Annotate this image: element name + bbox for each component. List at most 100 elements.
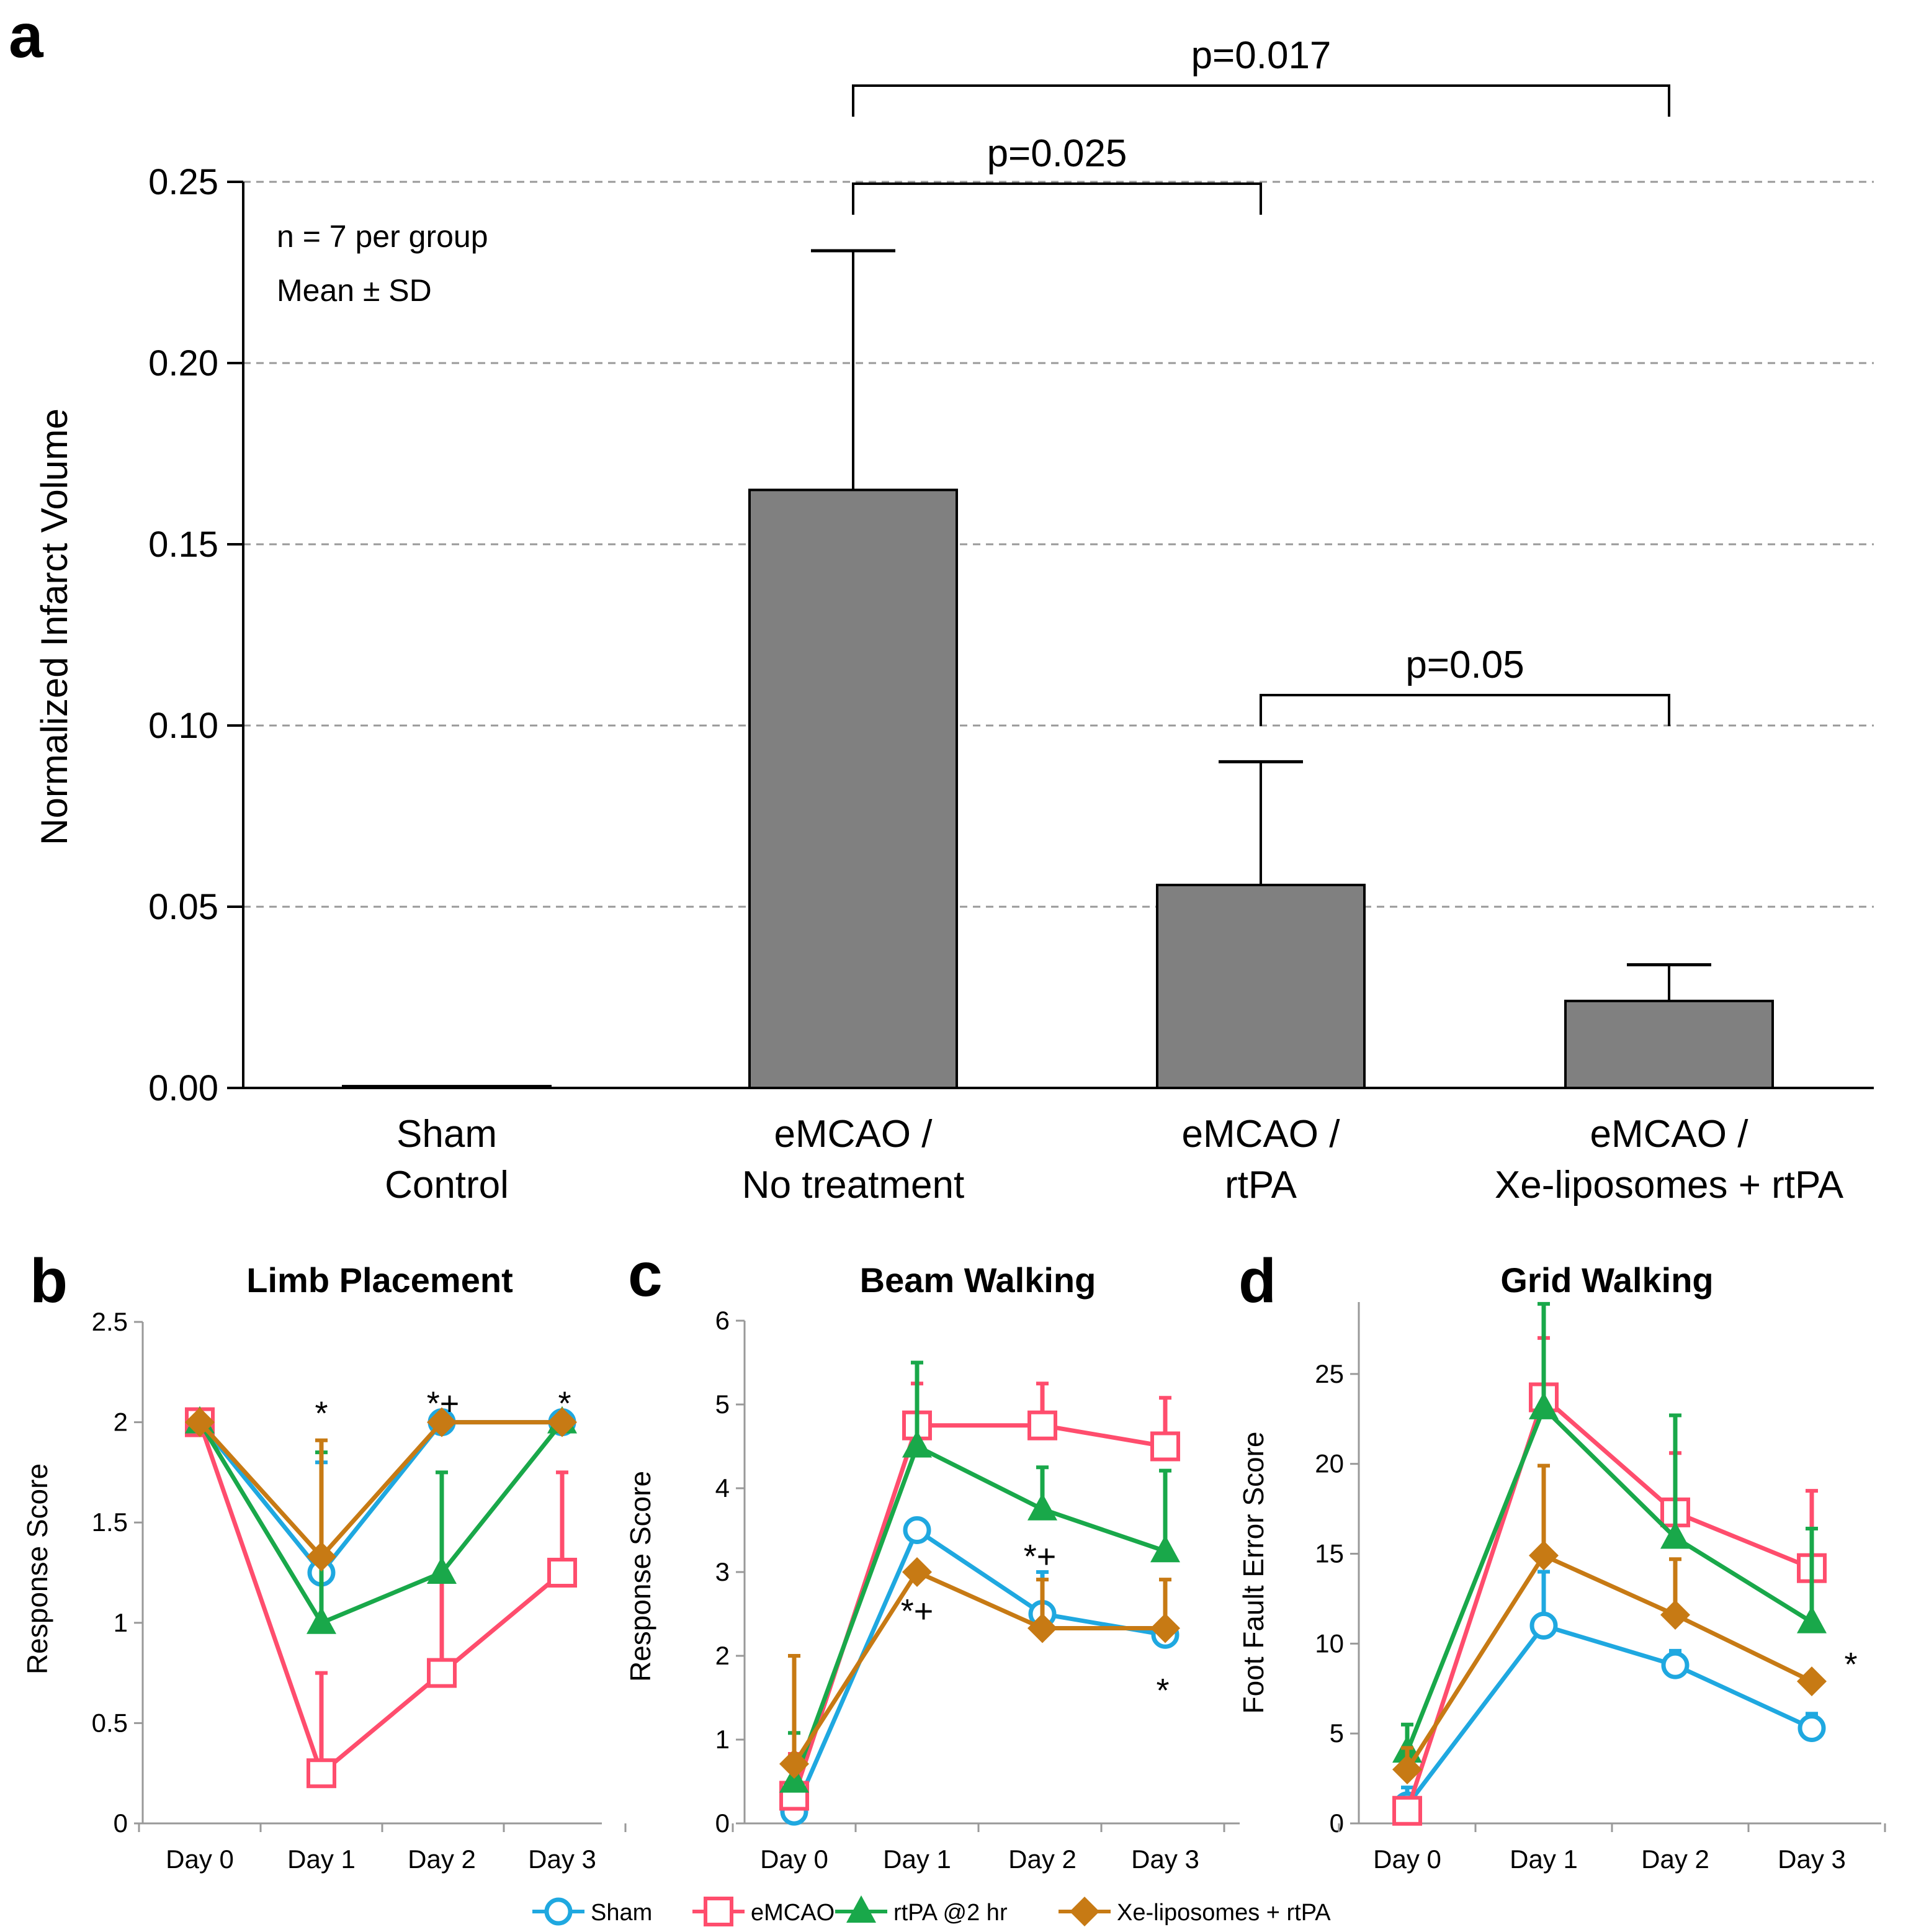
y-tick-label: 0.15 — [148, 524, 218, 565]
y-tick-label: 0.5 — [92, 1708, 128, 1737]
x-tick-label: Day 1 — [883, 1844, 951, 1874]
series-line — [197, 1421, 564, 1777]
y-tick-label: 20 — [1315, 1449, 1344, 1478]
series-line — [198, 1420, 562, 1576]
data-point — [547, 1407, 577, 1437]
significance-bracket — [852, 182, 1262, 215]
y-tick-label: 25 — [1315, 1359, 1344, 1388]
legend-label: rtPA @2 hr — [893, 1900, 1008, 1926]
data-point — [307, 1542, 336, 1572]
y-axis-label: Response Score — [624, 1471, 656, 1682]
series-line — [792, 1423, 1166, 1797]
data-point — [902, 1557, 932, 1587]
y-tick-label: 1 — [715, 1725, 730, 1754]
series-xe-liposomes-rtpa — [185, 1407, 577, 1572]
series-line — [1405, 1623, 1813, 1807]
bar — [748, 488, 958, 1089]
y-tick-label: 2.5 — [92, 1307, 128, 1336]
y-tick-label: 15 — [1315, 1539, 1344, 1568]
y-tick-label: 5 — [715, 1390, 730, 1419]
y-tick-label: 2 — [114, 1408, 128, 1437]
data-point — [185, 1407, 215, 1437]
data-point — [1150, 1535, 1180, 1563]
y-tick-label: 0 — [114, 1808, 128, 1838]
x-tick-label: Day 0 — [1373, 1844, 1441, 1874]
data-point — [427, 1557, 457, 1584]
x-tick-label: Day 1 — [287, 1844, 356, 1874]
legend-label: eMCAO — [751, 1900, 835, 1926]
data-point — [1529, 1540, 1559, 1571]
series-line — [198, 1420, 562, 1560]
y-tick-label: 1.5 — [92, 1507, 128, 1537]
grid-walking-line-chart: Grid Walking 0 5 10 15 20 25 Day 0 Day 1 Day 2 Day… — [1237, 1260, 1886, 1874]
significance-annotation: *+ — [1024, 1538, 1057, 1575]
data-point — [307, 1758, 336, 1789]
y-tick-label: 2 — [715, 1641, 730, 1670]
y-tick-label: 0.20 — [148, 343, 218, 384]
category-label: rtPA — [1225, 1164, 1297, 1206]
data-point — [903, 1516, 931, 1544]
category-label: Xe-liposomes + rtPA — [1495, 1164, 1844, 1206]
x-tick-label: Day 2 — [408, 1844, 476, 1874]
series-xe-liposomes-rtpa — [779, 1557, 1180, 1779]
series-line — [792, 1527, 1166, 1813]
series-rtpa-2-hr — [185, 1406, 577, 1634]
y-axis-label: Normalized Infarct Volume — [34, 408, 75, 845]
data-point — [547, 1558, 577, 1588]
significance-annotation: * — [558, 1385, 571, 1422]
series-line — [792, 1569, 1165, 1766]
legend-marker — [846, 1895, 876, 1923]
data-point — [1392, 1795, 1422, 1826]
y-tick-label: 3 — [715, 1557, 730, 1586]
x-tick-label: Day 0 — [760, 1844, 828, 1874]
category-label: Control — [385, 1164, 509, 1206]
y-tick-label: 4 — [715, 1473, 730, 1503]
p-value-label: p=0.025 — [987, 132, 1127, 175]
series-emcao — [779, 1382, 1180, 1811]
x-tick-label: Day 3 — [1131, 1844, 1199, 1874]
significance-bracket — [1260, 694, 1670, 726]
chart-title: Beam Walking — [860, 1260, 1096, 1300]
series-line — [1405, 1404, 1813, 1753]
beam-walking-line-chart: Beam Walking 0 1 2 3 4 5 6 Day 0 Day 1 Day 2 Day 3 R… — [624, 1260, 1240, 1874]
significance-annotation: *+ — [901, 1593, 934, 1630]
x-tick-label: Day 3 — [528, 1844, 596, 1874]
x-tick-label: Day 3 — [1778, 1844, 1846, 1874]
series-line — [1405, 1552, 1813, 1771]
data-point — [1660, 1600, 1690, 1630]
significance-annotation: * — [1844, 1646, 1857, 1683]
series-emcao — [185, 1407, 577, 1789]
y-tick-label: 0.10 — [148, 706, 218, 746]
data-point — [1661, 1651, 1690, 1679]
series-line — [792, 1443, 1166, 1782]
legend-item-sham: Sham — [532, 1897, 652, 1926]
data-point — [1150, 1431, 1180, 1462]
y-tick-label: 0.25 — [148, 162, 218, 202]
y-tick-label: 1 — [114, 1608, 128, 1637]
y-tick-label: 0 — [715, 1808, 730, 1838]
y-tick-label: 0.05 — [148, 887, 218, 927]
panel-b-letter: b — [30, 1246, 68, 1316]
chart-title: Limb Placement — [246, 1260, 513, 1300]
data-point — [1529, 1391, 1559, 1419]
panel-a-note-n: n = 7 per group — [277, 219, 488, 254]
data-point — [1150, 1613, 1180, 1643]
panel-c-letter: c — [628, 1240, 663, 1310]
y-axis-label: Response Score — [21, 1463, 53, 1674]
series-rtpa-2-hr — [1392, 1301, 1827, 1763]
data-point — [1392, 1755, 1422, 1785]
data-point — [779, 1749, 809, 1779]
data-point — [1797, 1606, 1827, 1633]
x-tick-label: Day 1 — [1510, 1844, 1578, 1874]
category-label: eMCAO / — [774, 1113, 933, 1156]
x-tick-label: Day 2 — [1008, 1844, 1077, 1874]
y-tick-label: 0 — [1330, 1808, 1344, 1838]
legend-item-xe-liposomes-rtpa: Xe-liposomes + rtPA — [1059, 1897, 1331, 1926]
data-point — [307, 1606, 336, 1634]
data-point — [902, 1430, 932, 1458]
data-point — [427, 1407, 457, 1437]
data-point — [1027, 1493, 1057, 1521]
infarct-volume-bar-chart: 0.00 0.05 0.10 0.15 0.20 0.25 Normalized Infar… — [34, 34, 1874, 1206]
x-tick-label: Day 0 — [166, 1844, 234, 1874]
data-point — [1027, 1613, 1057, 1643]
